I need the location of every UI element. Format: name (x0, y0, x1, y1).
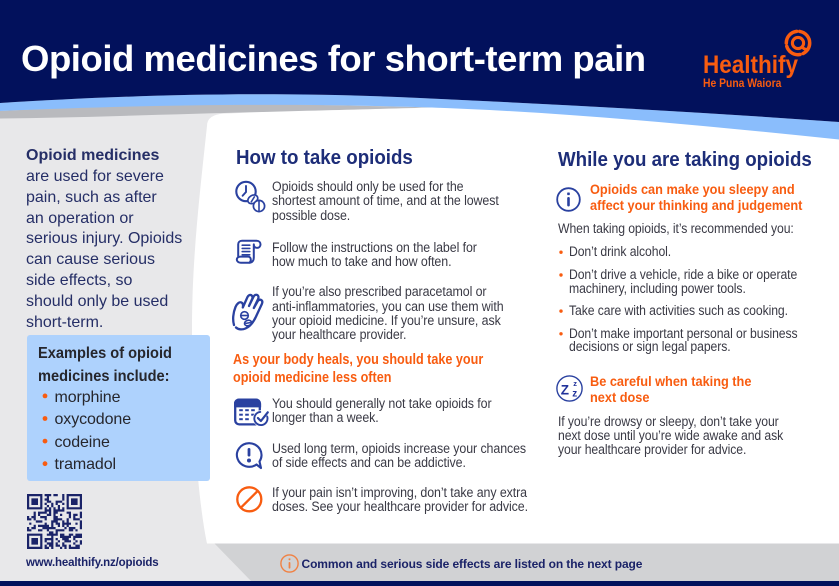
svg-text:z: z (573, 378, 577, 387)
svg-text:Z: Z (560, 382, 568, 397)
svg-text:z: z (572, 388, 577, 399)
